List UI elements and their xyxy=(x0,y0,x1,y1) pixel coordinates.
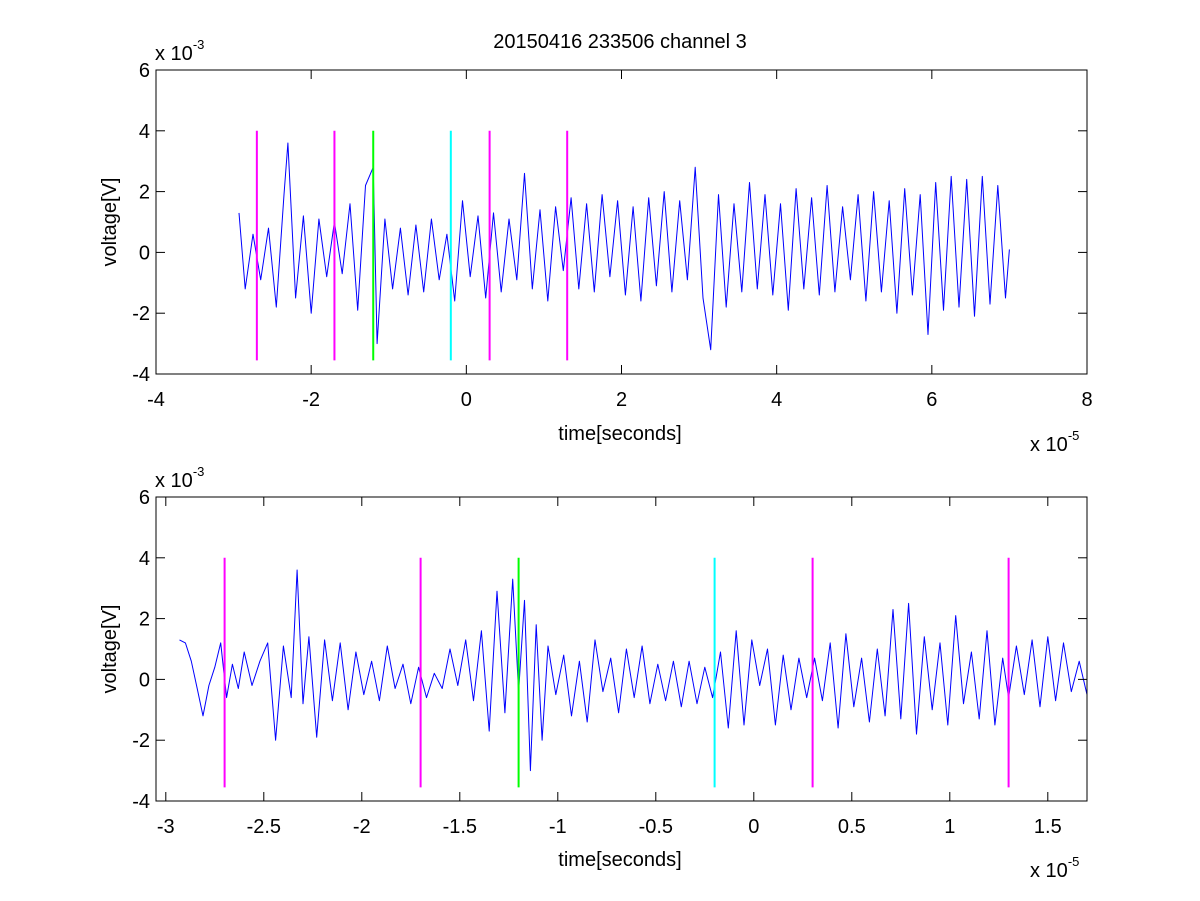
top-x-tick-label: 8 xyxy=(1081,389,1092,411)
bottom-y-tick-label: 4 xyxy=(139,548,150,570)
top-y-tick-label: -4 xyxy=(132,364,150,386)
bottom-y-multiplier: x 10-3 xyxy=(155,464,204,492)
bottom-y-ticks: -4 -2 0 2 4 6 xyxy=(132,487,1087,813)
top-x-axis-label: time[seconds] xyxy=(558,423,681,445)
bottom-x-tick-label: -0.5 xyxy=(639,816,673,838)
top-x-multiplier: x 10-5 xyxy=(1030,428,1079,456)
figure-title: 20150416 233506 channel 3 xyxy=(493,31,747,53)
top-x-tick-label: 2 xyxy=(616,389,627,411)
bottom-panel: -3 -2.5 -2 -1.5 -1 -0.5 0 0.5 1 1.5 -4 -2 0 2 4 6 time… xyxy=(99,464,1088,882)
bottom-y-tick-label: -2 xyxy=(132,730,150,752)
top-x-ticks: -4 -2 0 2 4 6 8 xyxy=(147,70,1093,411)
top-x-tick-label: 6 xyxy=(926,389,937,411)
top-y-axis-label: voltage[V] xyxy=(99,178,121,267)
top-panel: -4 -2 0 2 4 6 8 -4 -2 0 2 4 6 time[seconds] voltage… xyxy=(99,37,1093,456)
bottom-x-tick-label: -3 xyxy=(157,816,175,838)
bottom-x-multiplier: x 10-5 xyxy=(1030,854,1079,882)
top-plot-content xyxy=(238,130,1010,361)
top-y-tick-label: 6 xyxy=(139,60,150,82)
bottom-y-tick-label: -4 xyxy=(132,791,150,813)
top-y-multiplier: x 10-3 xyxy=(155,37,204,65)
top-y-ticks: -4 -2 0 2 4 6 xyxy=(132,60,1087,386)
bottom-x-axis-label: time[seconds] xyxy=(558,849,681,871)
top-y-tick-label: 2 xyxy=(139,182,150,204)
top-x-tick-label: -2 xyxy=(302,389,320,411)
bottom-plot-content xyxy=(179,557,1088,788)
bottom-y-axis-label: voltage[V] xyxy=(99,605,121,694)
top-x-tick-label: -4 xyxy=(147,389,165,411)
bottom-x-tick-label: -2 xyxy=(353,816,371,838)
bottom-signal-line-0 xyxy=(179,569,1088,772)
bottom-x-tick-label: 1 xyxy=(944,816,955,838)
bottom-axes-box xyxy=(155,496,1088,802)
top-y-tick-label: -2 xyxy=(132,303,150,325)
top-signal-line-0 xyxy=(238,142,1010,351)
bottom-y-tick-label: 0 xyxy=(139,669,150,691)
bottom-x-tick-label: 0 xyxy=(748,816,759,838)
top-x-tick-label: 0 xyxy=(461,389,472,411)
top-x-tick-label: 4 xyxy=(771,389,782,411)
bottom-x-tick-label: 1.5 xyxy=(1034,816,1062,838)
bottom-x-tick-label: -2.5 xyxy=(247,816,281,838)
bottom-x-tick-label: 0.5 xyxy=(838,816,866,838)
bottom-y-tick-label: 6 xyxy=(139,487,150,509)
bottom-x-tick-label: -1 xyxy=(549,816,567,838)
bottom-x-tick-label: -1.5 xyxy=(443,816,477,838)
top-y-tick-label: 4 xyxy=(139,121,150,143)
bottom-y-tick-label: 2 xyxy=(139,609,150,631)
bottom-x-ticks: -3 -2.5 -2 -1.5 -1 -0.5 0 0.5 1 1.5 xyxy=(157,497,1062,838)
top-y-tick-label: 0 xyxy=(139,242,150,264)
